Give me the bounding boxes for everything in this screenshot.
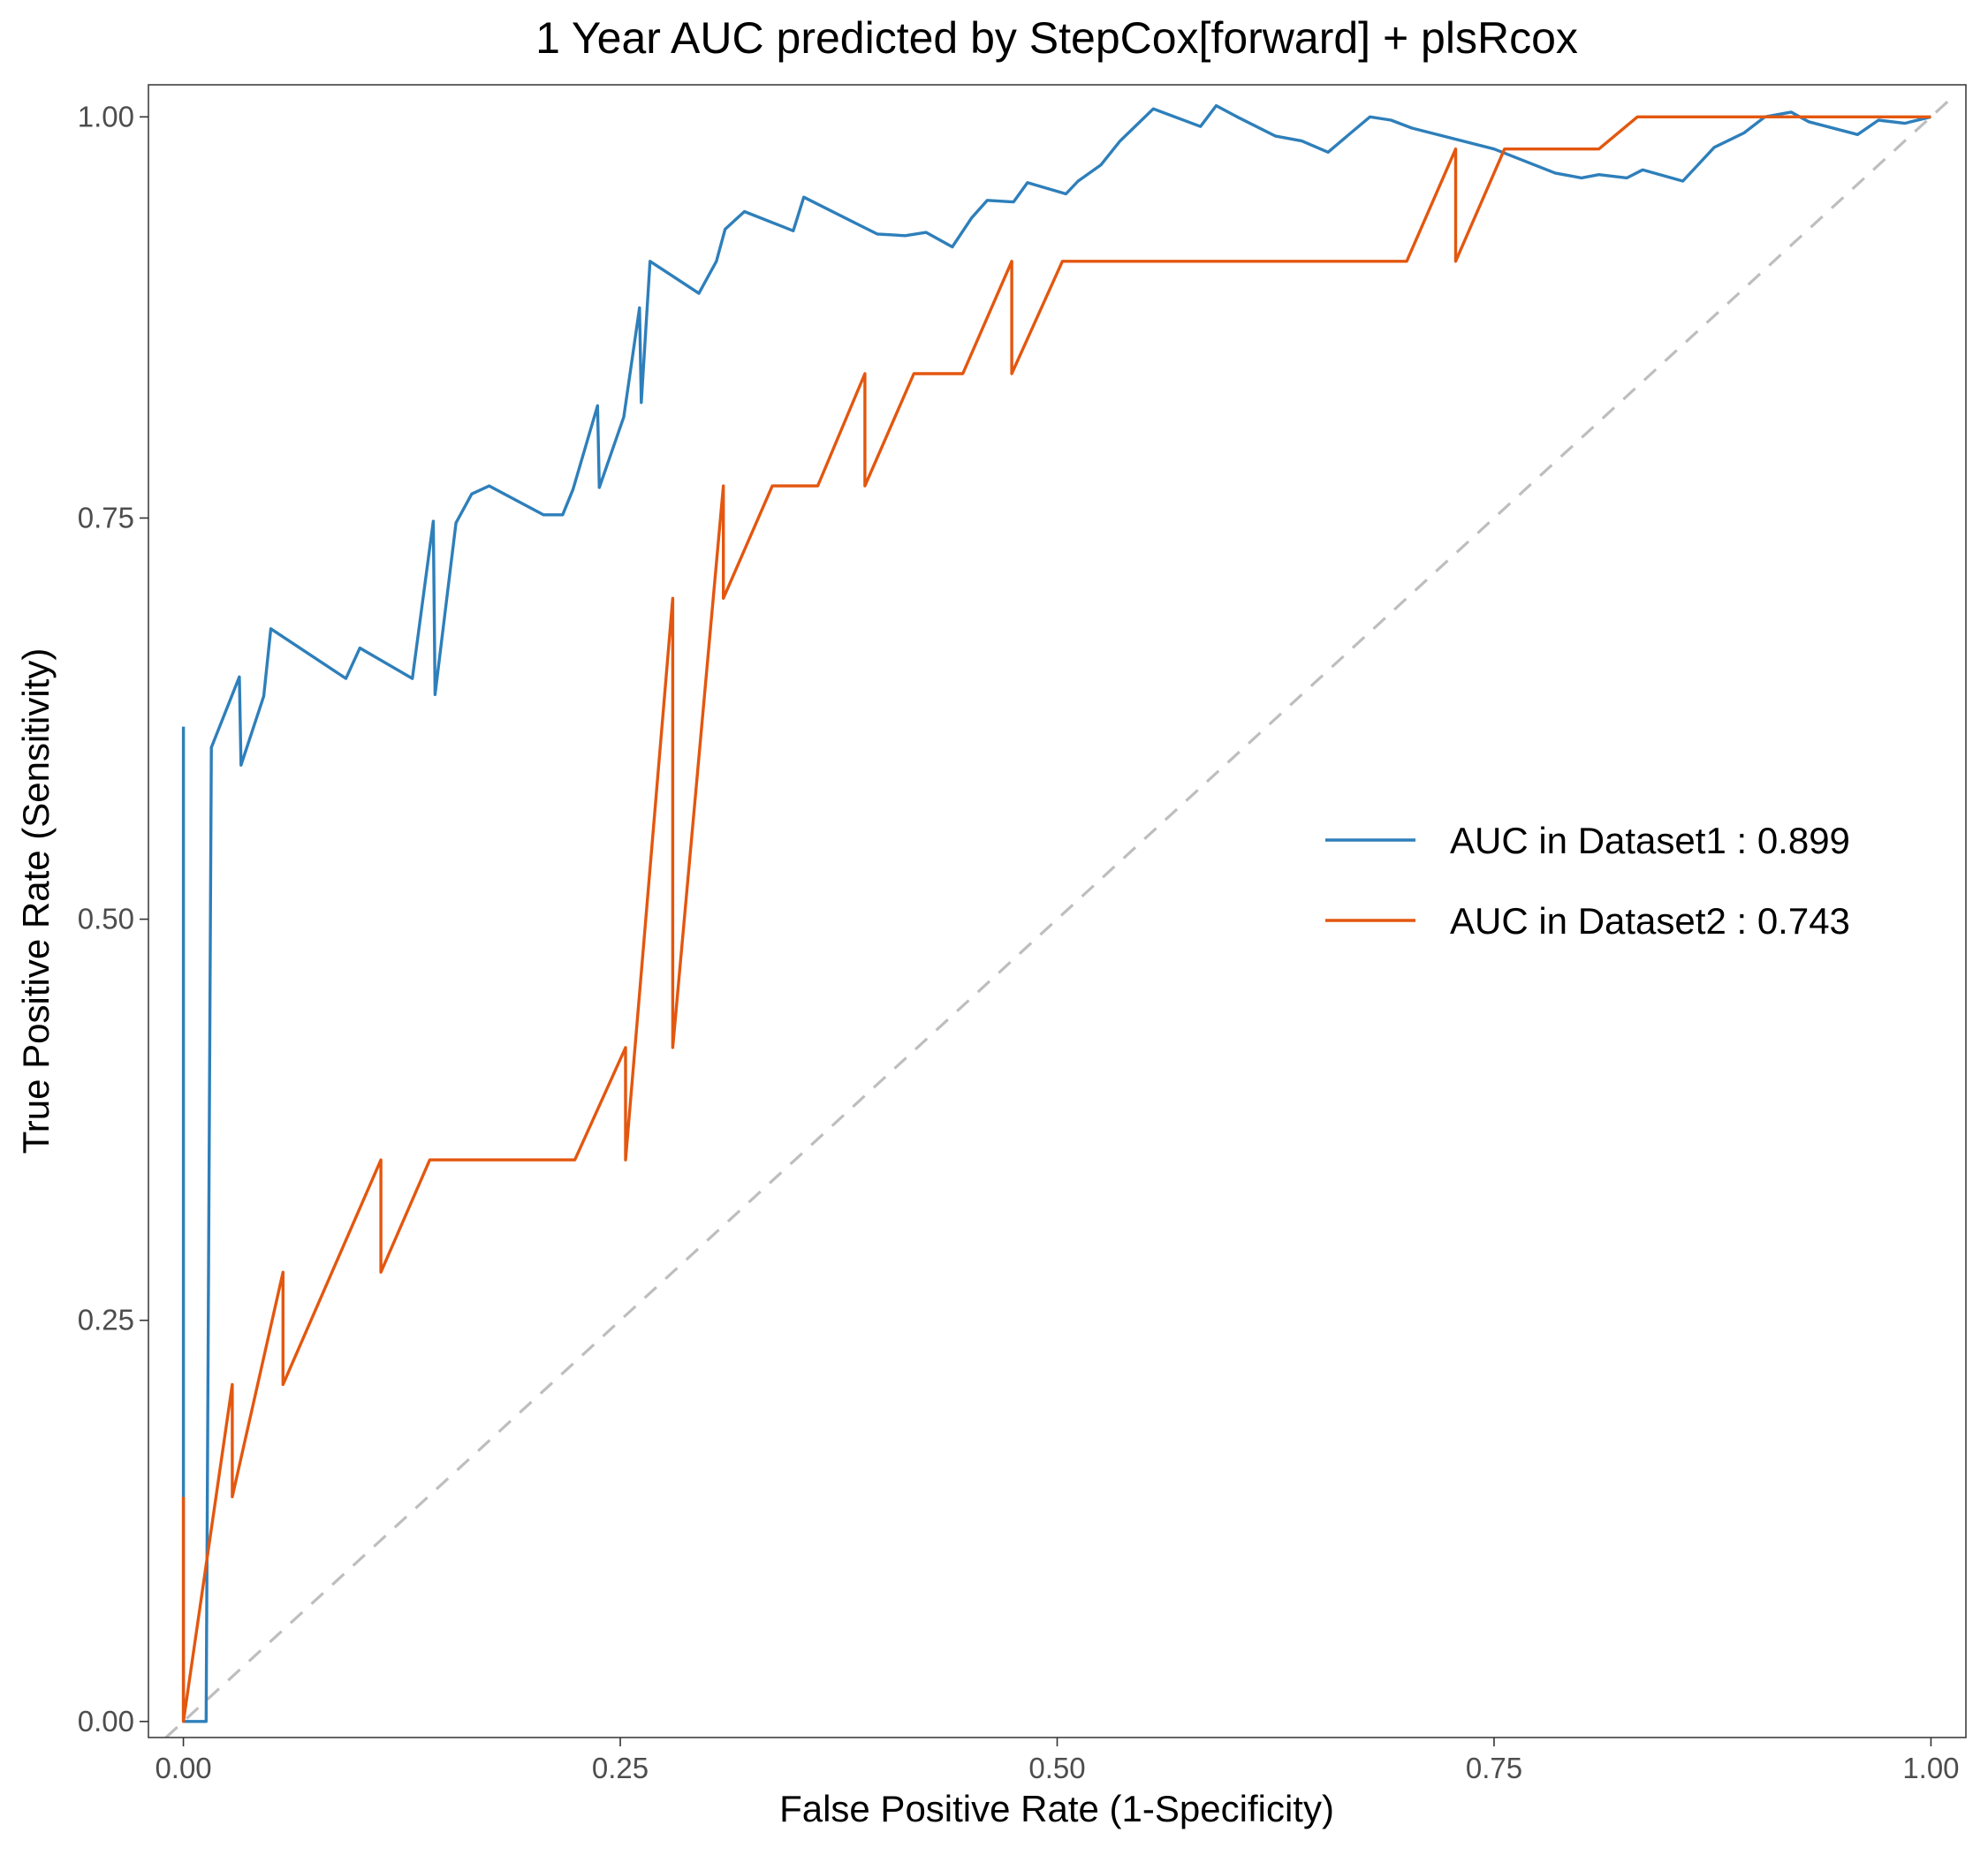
y-tick-label: 1.00 — [78, 100, 134, 132]
x-tick-label: 0.50 — [1028, 1752, 1085, 1784]
legend-label-1: AUC in Dataset1 : 0.899 — [1450, 820, 1850, 861]
plot-area — [164, 99, 1950, 1738]
x-tick-label: 0.75 — [1466, 1752, 1522, 1784]
y-axis: 0.00 0.25 0.50 0.75 1.00 — [78, 100, 148, 1738]
y-tick-label: 0.75 — [78, 501, 134, 534]
y-tick-label: 0.25 — [78, 1304, 134, 1336]
x-tick-label: 1.00 — [1902, 1752, 1959, 1784]
x-tick-label: 0.00 — [155, 1752, 211, 1784]
reference-diagonal-line — [164, 99, 1950, 1738]
y-tick-label: 0.00 — [78, 1705, 134, 1738]
chart-title: 1 Year AUC predicted by StepCox[forward]… — [535, 13, 1578, 63]
x-axis: 0.00 0.25 0.50 0.75 1.00 — [155, 1738, 1960, 1784]
series-line-1 — [181, 103, 1931, 1723]
series-line-2 — [181, 115, 1931, 1723]
x-axis-title: False Positive Rate (1-Specificity) — [779, 1788, 1334, 1829]
legend: AUC in Dataset1 : 0.899 AUC in Dataset2 :… — [1325, 820, 1850, 942]
x-tick-label: 0.25 — [592, 1752, 649, 1784]
y-axis-title: True Positive Rate (Sensitivity) — [15, 648, 57, 1155]
legend-label-2: AUC in Dataset2 : 0.743 — [1450, 900, 1850, 942]
y-tick-label: 0.50 — [78, 903, 134, 935]
